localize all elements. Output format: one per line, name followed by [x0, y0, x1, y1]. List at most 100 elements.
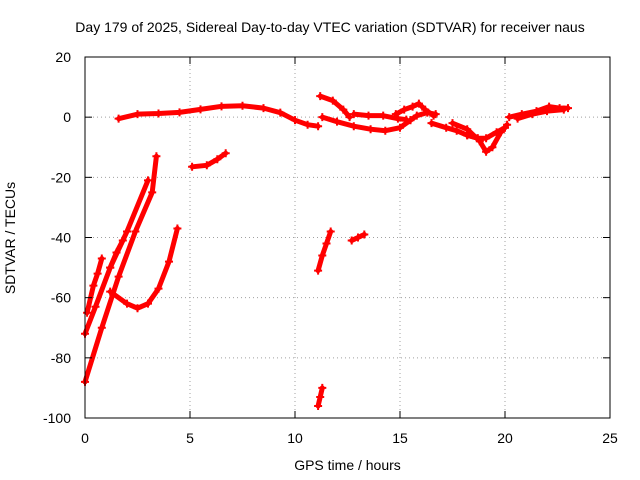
series-arc-p: [188, 149, 230, 171]
data-point: [148, 188, 157, 197]
series-line: [315, 228, 334, 274]
series-line: [515, 107, 567, 122]
data-point: [482, 134, 491, 143]
data-point: [314, 122, 323, 131]
series-line: [82, 153, 159, 385]
data-point: [492, 128, 501, 137]
data-point: [379, 111, 388, 120]
series-arc-a: [316, 92, 354, 122]
data-point: [213, 155, 222, 164]
data-point: [349, 122, 358, 131]
data-point: [123, 227, 131, 236]
y-tick-label: 20: [55, 49, 71, 65]
data-point: [452, 126, 461, 135]
y-tick-label: -40: [51, 230, 71, 246]
data-point: [221, 149, 230, 158]
data-point: [318, 251, 327, 260]
data-point: [333, 117, 341, 126]
x-tick-label: 25: [602, 430, 618, 446]
data-point: [314, 266, 323, 275]
data-point: [106, 287, 115, 296]
series-arc-e: [406, 108, 440, 125]
x-tick-label: 15: [392, 430, 408, 446]
data-point: [349, 110, 358, 119]
data-point: [463, 131, 472, 140]
series-arc-m: [83, 254, 106, 317]
series-line: [189, 150, 229, 170]
data-point: [543, 107, 551, 116]
data-point: [393, 114, 402, 123]
data-point: [196, 105, 205, 114]
data-point: [316, 392, 325, 401]
data-point: [133, 304, 142, 313]
data-point: [144, 176, 152, 185]
data-point: [328, 96, 337, 105]
data-point: [364, 111, 373, 120]
data-point: [559, 105, 568, 114]
series-arc-b: [318, 113, 415, 135]
data-point: [473, 134, 482, 143]
data-point: [326, 227, 335, 236]
y-tick-label: -100: [43, 410, 71, 426]
y-tick-label: 0: [63, 109, 71, 125]
data-point: [400, 105, 409, 114]
data-point: [144, 299, 152, 308]
data-point: [83, 308, 92, 317]
data-point: [97, 254, 106, 263]
data-point: [339, 105, 348, 114]
series-arc-c: [349, 110, 411, 124]
data-point: [423, 108, 432, 117]
data-point: [152, 152, 161, 161]
data-point: [106, 263, 115, 272]
data-point: [360, 230, 369, 239]
data-point: [427, 119, 436, 128]
data-point: [154, 109, 163, 118]
series-line: [408, 110, 439, 123]
data-point: [154, 284, 163, 293]
data-point: [114, 114, 123, 123]
data-point: [89, 281, 98, 290]
data-point: [276, 108, 285, 117]
data-point: [133, 110, 142, 119]
data-point: [131, 227, 140, 236]
data-point: [188, 162, 197, 171]
x-tick-label: 20: [497, 430, 513, 446]
data-point: [314, 401, 323, 410]
series-arc-n: [106, 224, 182, 313]
data-point: [318, 113, 327, 122]
data-series: [81, 92, 572, 410]
data-point: [91, 302, 100, 311]
axis-ticks: 0 5 10 15 20 25 20 0 -20 -40 -60 -80 -100: [43, 49, 618, 446]
data-point: [513, 114, 522, 123]
x-tick-label: 5: [186, 430, 194, 446]
data-point: [354, 233, 362, 242]
series-arc-r: [347, 230, 369, 245]
data-point: [173, 224, 182, 233]
data-point: [322, 239, 331, 248]
x-tick-label: 10: [287, 430, 303, 446]
series-line: [116, 103, 321, 129]
data-point: [482, 147, 491, 156]
y-tick-label: -80: [51, 350, 71, 366]
series-arc-main: [114, 101, 323, 131]
data-point: [448, 119, 457, 128]
y-tick-label: -60: [51, 290, 71, 306]
data-point: [114, 272, 123, 281]
data-point: [488, 143, 497, 152]
data-point: [396, 123, 404, 132]
data-point: [93, 269, 102, 278]
data-point: [165, 257, 173, 266]
series-arc-k: [81, 152, 161, 386]
series-arc-s: [314, 383, 327, 410]
data-point: [97, 323, 106, 332]
data-point: [528, 110, 537, 119]
chart-title: Day 179 of 2025, Sidereal Day-to-day VTE…: [75, 19, 585, 35]
data-point: [406, 116, 415, 125]
data-point: [347, 236, 356, 245]
data-point: [345, 113, 354, 122]
data-point: [112, 248, 121, 257]
data-point: [202, 161, 211, 170]
data-point: [381, 126, 390, 135]
data-point: [123, 299, 131, 308]
data-point: [316, 92, 325, 101]
